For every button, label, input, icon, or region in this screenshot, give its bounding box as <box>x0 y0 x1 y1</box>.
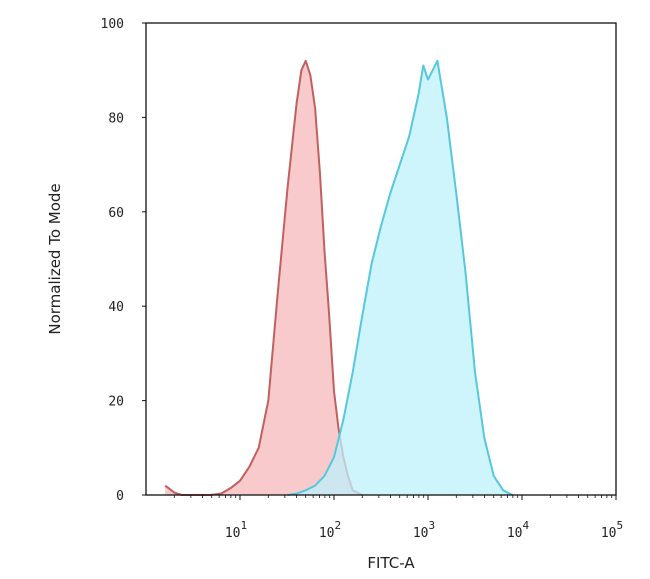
isotype-control-series-fill <box>165 60 363 496</box>
y-tick-label: 20 <box>108 395 124 410</box>
antibody-series-line <box>287 59 514 496</box>
x-tick-label: 102 <box>319 519 341 541</box>
isotype-control-series <box>164 59 363 496</box>
plot-frame <box>145 22 617 496</box>
antibody-series <box>287 59 514 496</box>
y-tick-label: 80 <box>108 111 124 126</box>
y-tick-label: 60 <box>108 206 124 221</box>
y-tick-label: 100 <box>101 17 124 32</box>
x-tick-label: 103 <box>413 519 435 541</box>
y-tick-label: 0 <box>116 489 124 504</box>
y-tick-label: 40 <box>108 300 124 315</box>
x-tick-label: 101 <box>225 519 247 541</box>
x-tick-label: 104 <box>507 519 530 541</box>
y-axis-title: Normalized To Mode <box>46 183 64 334</box>
x-tick-label: 105 <box>601 519 623 541</box>
x-axis-title: FITC-A <box>367 554 415 572</box>
antibody-series-fill <box>287 60 513 496</box>
